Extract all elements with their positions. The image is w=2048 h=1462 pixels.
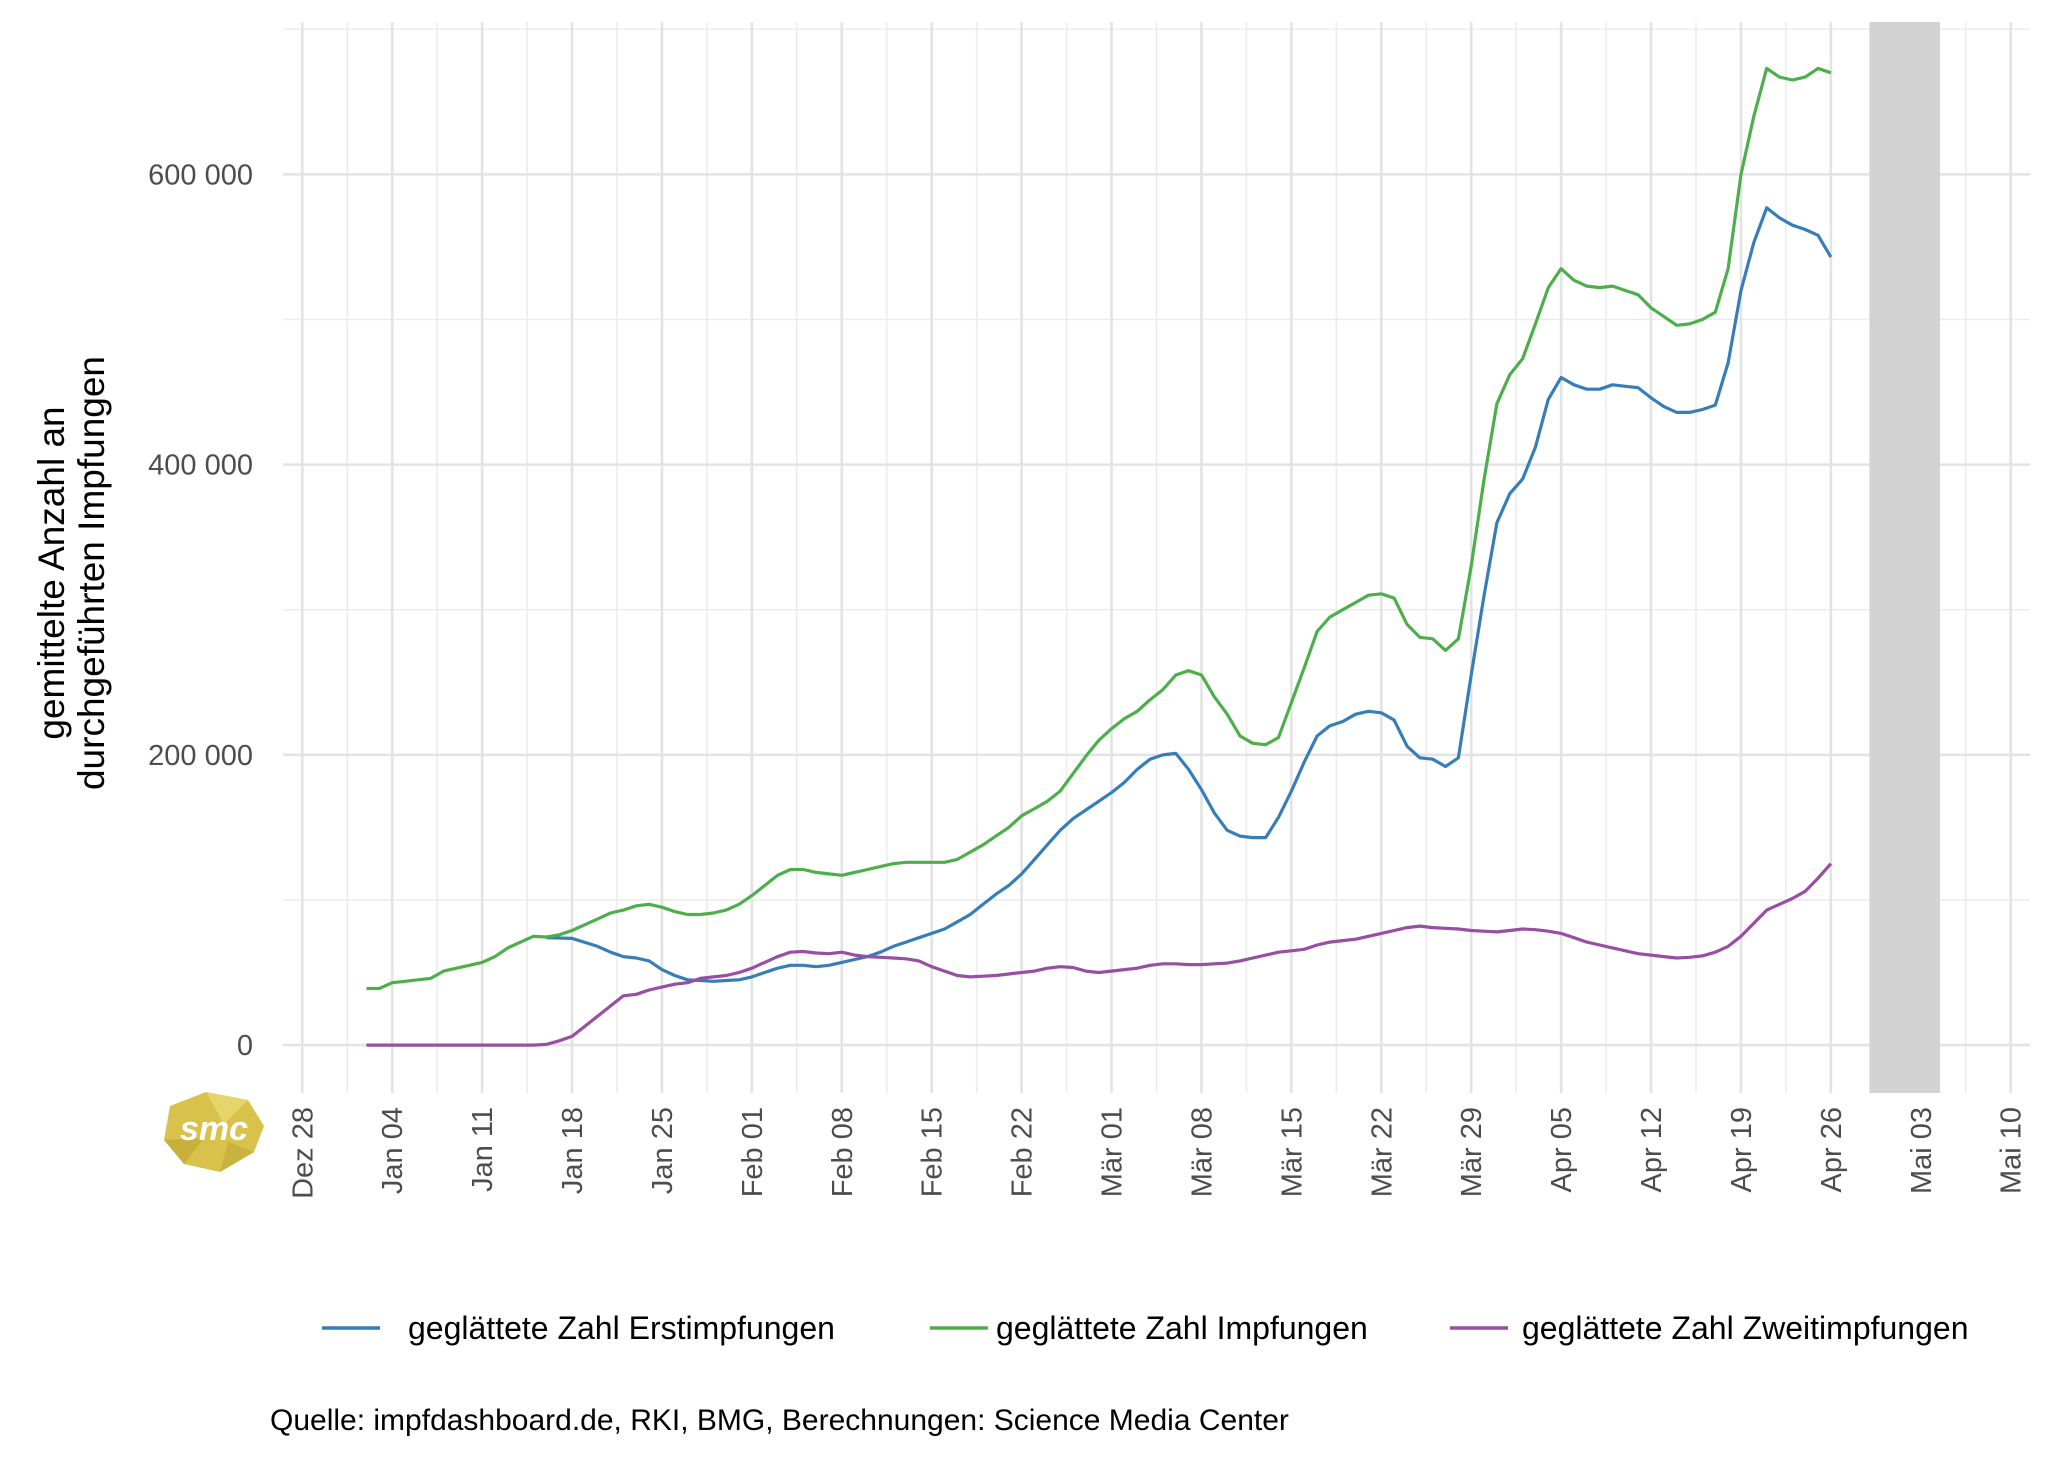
- series-line-2: [366, 862, 1833, 1047]
- series-line-0: [546, 206, 1833, 983]
- shaded-region: [1869, 22, 1941, 1093]
- x-tick-label: Mär 29: [1456, 1107, 1488, 1197]
- x-tick-label: Mai 03: [1906, 1107, 1938, 1194]
- x-tick-label: Apr 26: [1816, 1107, 1848, 1192]
- y-axis-label: gemittelte Anzahl an durchgeführten Impf…: [31, 356, 112, 790]
- x-tick-label: Jan 11: [467, 1107, 499, 1192]
- y-axis-label-line-1: gemittelte Anzahl an: [31, 406, 72, 739]
- x-tick-label: Mär 22: [1366, 1107, 1398, 1197]
- y-tick-label: 200 000: [148, 740, 253, 772]
- x-tick-label: Mär 15: [1276, 1107, 1308, 1197]
- series-lines: [366, 66, 1833, 1047]
- legend-item-impfungen: geglättete Zahl Impfungen: [930, 1310, 1368, 1346]
- x-tick-label: Jan 25: [647, 1107, 679, 1194]
- x-tick-label: Jan 04: [377, 1107, 409, 1194]
- x-tick-label: Feb 01: [737, 1107, 769, 1197]
- x-tick-label: Jan 18: [557, 1107, 589, 1194]
- y-tick-label: 0: [237, 1030, 253, 1062]
- legend-label: geglättete Zahl Zweitimpfungen: [1522, 1310, 1968, 1346]
- x-tick-label: Apr 05: [1546, 1107, 1578, 1192]
- x-tick-label: Mär 01: [1097, 1107, 1129, 1197]
- y-tick-label: 600 000: [148, 159, 253, 191]
- legend-item-zweitimpfungen: geglättete Zahl Zweitimpfungen: [1450, 1310, 1968, 1346]
- x-tick-label: Apr 12: [1636, 1107, 1668, 1192]
- x-tick-label: Mai 10: [1996, 1107, 2028, 1194]
- x-tick-label: Apr 19: [1726, 1107, 1758, 1192]
- x-tick-label: Feb 08: [827, 1107, 859, 1197]
- legend-item-erstimpfungen: geglättete Zahl Erstimpfungen: [322, 1310, 835, 1346]
- x-tick-label: Mär 08: [1186, 1107, 1218, 1197]
- legend-label: geglättete Zahl Impfungen: [996, 1310, 1368, 1346]
- x-tick-label: Dez 28: [287, 1107, 319, 1199]
- x-axis-ticks: Dez 28 Jan 04 Jan 11 Jan 18 Jan 25 Feb 01 Feb …: [287, 1107, 2027, 1199]
- legend: geglättete Zahl Erstimpfungen geglättete…: [322, 1310, 1968, 1346]
- y-axis-label-line-2: durchgeführten Impfungen: [71, 356, 112, 790]
- x-tick-label: Feb 15: [917, 1107, 949, 1197]
- y-tick-label: 400 000: [148, 450, 253, 482]
- source-caption: Quelle: impfdashboard.de, RKI, BMG, Bere…: [270, 1404, 1289, 1437]
- x-tick-label: Feb 22: [1007, 1107, 1039, 1197]
- smc-logo: smc: [164, 1092, 264, 1172]
- series-line-1: [366, 66, 1832, 991]
- legend-label: geglättete Zahl Erstimpfungen: [408, 1310, 835, 1346]
- y-axis-ticks: 0 200 000 400 000 600 000: [148, 159, 253, 1062]
- svg-text:smc: smc: [180, 1110, 248, 1148]
- shaded-period: [1869, 22, 1941, 1093]
- grid: [283, 22, 2030, 1093]
